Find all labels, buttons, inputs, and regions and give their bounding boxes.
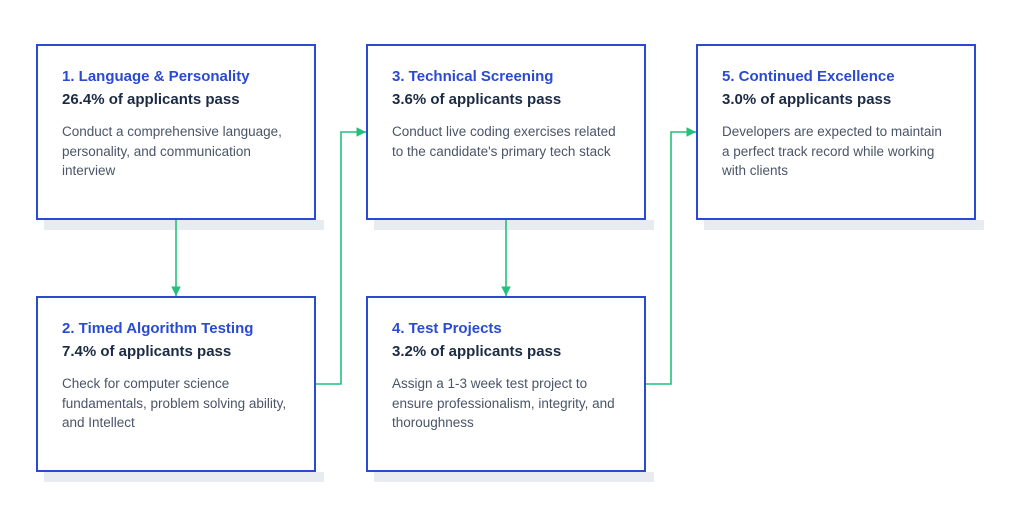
step1-description: Conduct a comprehensive language, person… bbox=[62, 122, 290, 181]
step3-title: 3. Technical Screening bbox=[392, 68, 620, 85]
step4-shadow bbox=[374, 472, 654, 482]
step2-shadow bbox=[44, 472, 324, 482]
step1-shadow bbox=[44, 220, 324, 230]
step4-description: Assign a 1-3 week test project to ensure… bbox=[392, 374, 620, 433]
step2-title: 2. Timed Algorithm Testing bbox=[62, 320, 290, 337]
step3-description: Conduct live coding exercises related to… bbox=[392, 122, 620, 161]
step5-box: 5. Continued Excellence 3.0% of applicant… bbox=[696, 44, 976, 220]
step4-box: 4. Test Projects 3.2% of applicants pass A… bbox=[366, 296, 646, 472]
step5-description: Developers are expected to maintain a pe… bbox=[722, 122, 950, 181]
step5-title: 5. Continued Excellence bbox=[722, 68, 950, 85]
step3-box: 3. Technical Screening 3.6% of applicants… bbox=[366, 44, 646, 220]
step5-pass-rate: 3.0% of applicants pass bbox=[722, 91, 950, 108]
step1-title: 1. Language & Personality bbox=[62, 68, 290, 85]
step3-shadow bbox=[374, 220, 654, 230]
step5-shadow bbox=[704, 220, 984, 230]
arrow-a45 bbox=[646, 132, 696, 384]
step1-box: 1. Language & Personality 26.4% of applic… bbox=[36, 44, 316, 220]
step2-pass-rate: 7.4% of applicants pass bbox=[62, 343, 290, 360]
step3-pass-rate: 3.6% of applicants pass bbox=[392, 91, 620, 108]
step2-box: 2. Timed Algorithm Testing 7.4% of applic… bbox=[36, 296, 316, 472]
step1-pass-rate: 26.4% of applicants pass bbox=[62, 91, 290, 108]
step4-pass-rate: 3.2% of applicants pass bbox=[392, 343, 620, 360]
step4-title: 4. Test Projects bbox=[392, 320, 620, 337]
step2-description: Check for computer science fundamentals,… bbox=[62, 374, 290, 433]
arrow-a23 bbox=[316, 132, 366, 384]
